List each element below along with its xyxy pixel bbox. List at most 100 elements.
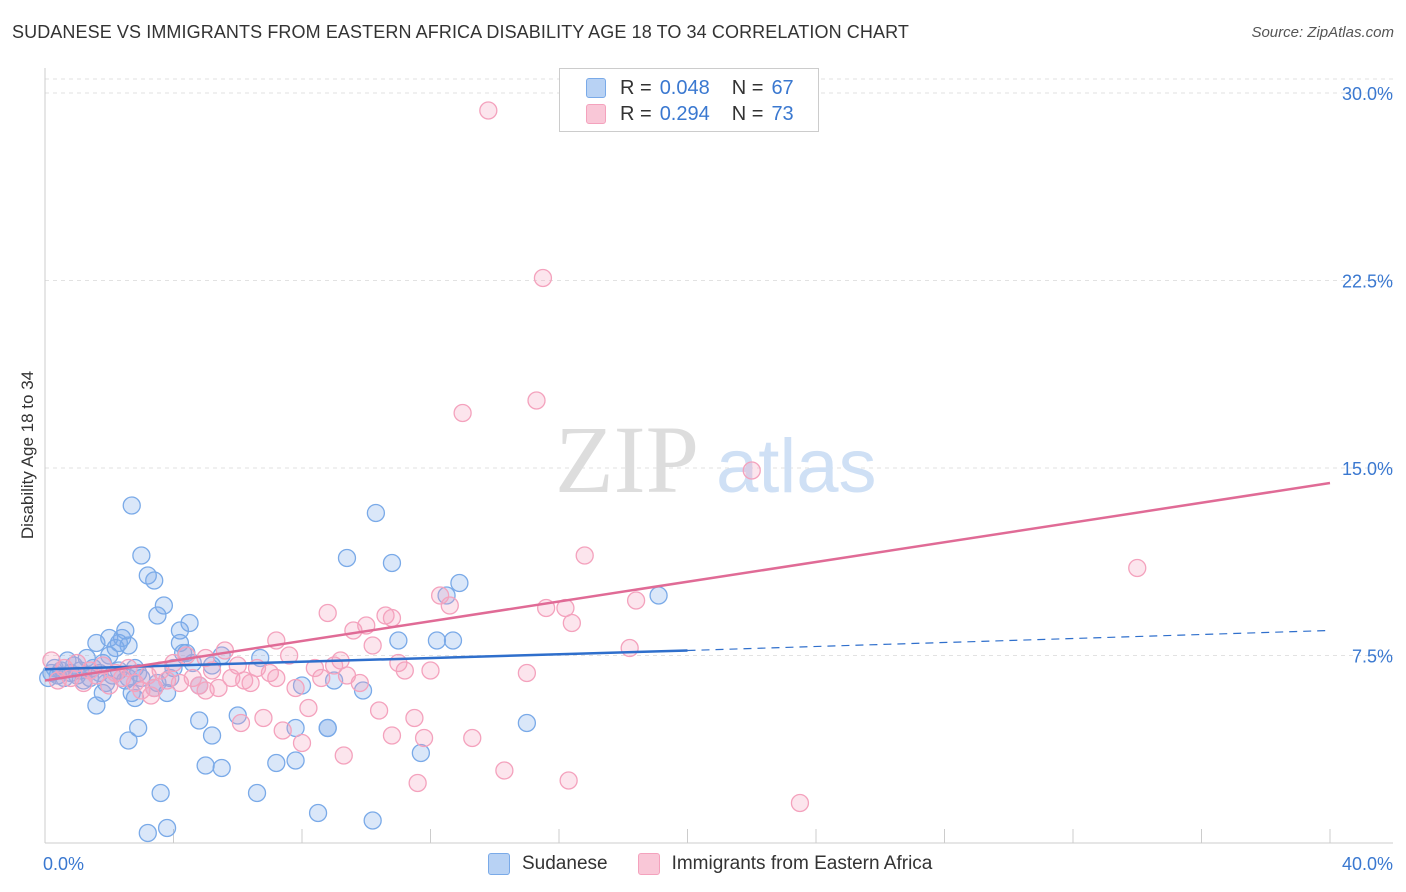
- legend-row-immigrants: R = 0.294 N = 73: [586, 101, 794, 127]
- sudanese-point: [116, 621, 135, 640]
- legend-r-value: 0.294: [659, 102, 710, 125]
- sudanese-point: [318, 718, 337, 738]
- sudanese-point: [93, 683, 112, 703]
- sudanese-point: [437, 586, 456, 605]
- immigrants-point: [183, 668, 202, 688]
- immigrants-point: [382, 726, 402, 745]
- sudanese-point: [151, 783, 170, 803]
- sudanese-point: [212, 758, 231, 778]
- immigrants-point: [440, 596, 459, 615]
- immigrants-point: [408, 773, 427, 793]
- sudanese-point: [119, 731, 138, 750]
- immigrants-point: [273, 721, 292, 740]
- y-tick-label: 30.0%: [1342, 84, 1393, 104]
- sudanese-point: [145, 571, 164, 590]
- legend-n-value: 67: [771, 76, 794, 99]
- immigrants-point: [562, 613, 581, 633]
- immigrants-point: [318, 603, 337, 623]
- immigrants-point: [517, 663, 537, 683]
- immigrants-point: [363, 636, 382, 655]
- x-tick-label: 40.0%: [1342, 854, 1393, 874]
- bottom-legend-label-sudanese: Sudanese: [522, 853, 608, 874]
- immigrants-point: [279, 646, 299, 665]
- immigrants-point: [533, 268, 553, 288]
- immigrants-trend-line: [44, 481, 1331, 682]
- immigrants-point: [421, 661, 440, 680]
- immigrants-point: [215, 641, 235, 660]
- sudanese-point: [154, 596, 174, 615]
- immigrants-point: [299, 698, 318, 718]
- sudanese-point: [337, 548, 357, 568]
- immigrants-point: [286, 678, 305, 698]
- sudanese-point: [170, 621, 190, 640]
- immigrants-point: [141, 686, 161, 705]
- chart-title: SUDANESE VS IMMIGRANTS FROM EASTERN AFRI…: [12, 22, 909, 42]
- immigrants-point: [231, 713, 251, 733]
- tick-labels: 7.5% 15.0% 22.5% 30.0% 0.0% 40.0% Disability A…: [18, 84, 1393, 874]
- immigrants-point: [620, 638, 639, 658]
- immigrants-point: [350, 673, 369, 693]
- bottom-legend: Sudanese Immigrants from Eastern Africa: [488, 852, 962, 876]
- sudanese-point: [161, 668, 180, 688]
- sudanese-point: [180, 613, 199, 633]
- immigrants-point: [267, 668, 286, 688]
- immigrants-point: [369, 701, 389, 720]
- immigrants-point: [292, 733, 312, 753]
- sudanese-trend-line: [44, 649, 688, 671]
- sudanese-point: [132, 546, 151, 565]
- watermark-atlas: atlas: [716, 424, 877, 509]
- legend-r-label: R =: [620, 102, 652, 125]
- legend-n-label: N =: [731, 102, 764, 125]
- immigrants-point: [405, 708, 424, 728]
- bottom-legend-swatch-immigrants: [637, 853, 660, 875]
- immigrants-point: [177, 646, 196, 665]
- immigrants-point: [414, 728, 434, 748]
- sudanese-point: [382, 553, 402, 573]
- sudanese-point: [649, 586, 668, 605]
- bottom-legend-sudanese: Sudanese: [488, 853, 608, 875]
- immigrants-point: [395, 661, 414, 680]
- immigrants-point: [312, 668, 331, 688]
- immigrants-point: [196, 681, 215, 700]
- immigrants-point: [790, 793, 810, 813]
- sudanese-point: [196, 756, 215, 775]
- sudanese-point: [411, 743, 431, 763]
- bottom-legend-immigrants: Immigrants from Eastern Africa: [637, 853, 933, 875]
- legend-r-value: 0.048: [659, 76, 710, 99]
- legend-n-value: 73: [771, 102, 794, 125]
- legend-swatch-sudanese: [586, 78, 606, 98]
- sudanese-point: [443, 631, 463, 650]
- immigrants-point: [382, 608, 402, 628]
- sudanese-point: [517, 713, 537, 733]
- grid-layer: [45, 78, 1393, 656]
- legend-swatch-immigrants: [586, 104, 606, 124]
- sudanese-point: [267, 753, 286, 773]
- sudanese-point: [366, 503, 386, 523]
- source-label: Source: ZipAtlas.com: [1251, 24, 1394, 41]
- immigrants-point: [202, 661, 222, 680]
- sudanese-point: [148, 606, 167, 625]
- sudanese-point: [122, 496, 141, 515]
- bottom-legend-label-immigrants: Immigrants from Eastern Africa: [671, 853, 933, 874]
- legend-row-sudanese: R = 0.048 N = 67: [586, 75, 794, 101]
- immigrants-point: [495, 761, 514, 780]
- immigrants-point: [305, 658, 325, 678]
- immigrants-point: [334, 746, 353, 765]
- sudanese-point: [247, 783, 267, 803]
- trend-layer: [44, 481, 1331, 682]
- immigrants-point: [626, 591, 646, 610]
- immigrants-point: [527, 391, 546, 410]
- y-tick-label: 22.5%: [1342, 272, 1393, 292]
- y-tick-label: 15.0%: [1342, 459, 1393, 479]
- legend-box: R = 0.048 N = 67 R = 0.294 N = 73: [559, 68, 819, 132]
- y-tick-label: 7.5%: [1352, 647, 1393, 667]
- legend-n-label: N =: [731, 76, 764, 99]
- axis-layer: [44, 68, 1393, 844]
- sudanese-trend-extension: [687, 629, 1331, 652]
- sudanese-point: [286, 751, 305, 770]
- sudanese-point: [389, 631, 408, 650]
- sudanese-point: [450, 573, 469, 593]
- immigrants-point: [463, 728, 482, 748]
- immigrants-point: [742, 461, 761, 480]
